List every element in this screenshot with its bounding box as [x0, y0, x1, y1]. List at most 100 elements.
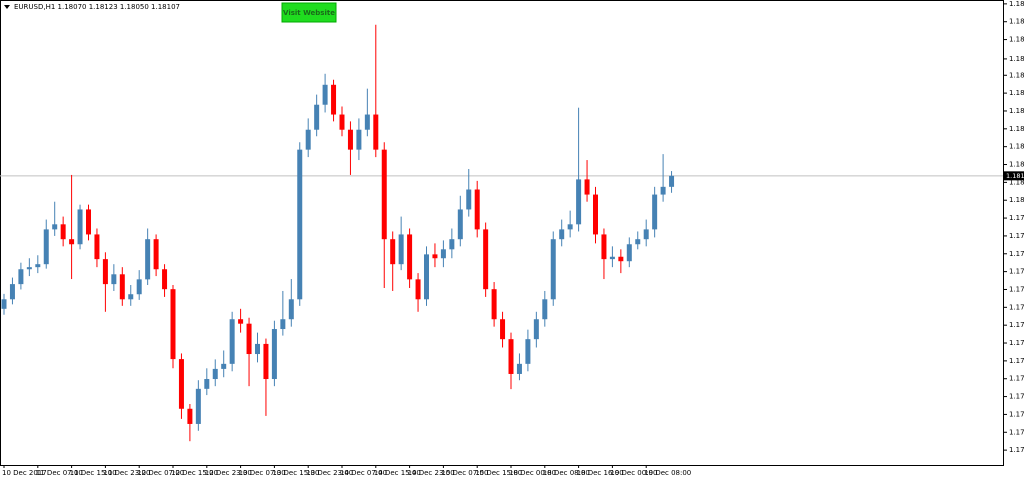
candle-body — [474, 189, 480, 230]
candle-body — [26, 267, 32, 270]
candle-body — [263, 343, 269, 380]
x-tick-label: 10 Dec 2017 — [2, 469, 47, 477]
y-tick-label: 1.18500 — [1009, 55, 1024, 63]
candle-body — [187, 408, 193, 424]
x-tick-label: 13 Dec 15:00 — [272, 469, 319, 477]
candle-body — [178, 359, 184, 409]
candle-body — [221, 363, 227, 369]
candle-body — [618, 256, 624, 262]
candle-body — [559, 229, 565, 240]
candle-body — [305, 129, 311, 150]
candle-body — [195, 388, 201, 424]
candle-body — [9, 284, 15, 300]
candle-body — [381, 149, 387, 240]
candle-body — [601, 234, 607, 260]
candle-body — [347, 129, 353, 150]
candle-body — [483, 229, 489, 290]
candle-body — [339, 114, 345, 130]
x-tick-label: 14 Dec 07:00 — [340, 469, 387, 477]
candle-body — [119, 274, 125, 300]
y-tick-label: 1.18325 — [1009, 107, 1024, 115]
current-price-box — [1004, 171, 1024, 181]
y-tick-label: 1.18625 — [1009, 18, 1024, 26]
candle-body — [102, 259, 108, 285]
y-tick-label: 1.17245 — [1009, 428, 1024, 436]
x-tick-label: 14 Dec 23:00 — [408, 469, 455, 477]
candle-body — [52, 224, 58, 230]
candle-body — [542, 299, 548, 320]
candle-body — [128, 294, 134, 300]
y-tick-label: 1.17185 — [1009, 446, 1024, 454]
x-tick-label: 11 Dec 15:00 — [70, 469, 117, 477]
plot-frame — [0, 0, 1004, 466]
x-tick-label: 19 Dec 00:00 — [610, 469, 657, 477]
y-tick-label: 1.18205 — [1009, 143, 1024, 151]
x-tick-label: 18 Dec 16:00 — [577, 469, 624, 477]
menu-arrow — [4, 5, 10, 9]
x-tick-label: 12 Dec 07:00 — [137, 469, 184, 477]
x-tick-label: 13 Dec 07:00 — [239, 469, 286, 477]
candle-body — [373, 114, 379, 150]
candle-body — [652, 194, 658, 230]
y-tick-label: 1.17785 — [1009, 268, 1024, 276]
candle-body — [516, 363, 522, 374]
candle-body — [35, 264, 41, 268]
y-tick-label: 1.18085 — [1009, 178, 1024, 186]
y-tick-label: 1.18685 — [1009, 0, 1024, 8]
y-tick-label: 1.17965 — [1009, 214, 1024, 222]
y-tick-label: 1.17305 — [1009, 410, 1024, 418]
candle-body — [584, 179, 590, 195]
x-tick-label: 12 Dec 23:00 — [205, 469, 252, 477]
candle-body — [576, 179, 582, 225]
candle-body — [238, 319, 244, 324]
candle-body — [415, 279, 421, 300]
candle-body — [77, 209, 83, 245]
candle-body — [136, 279, 142, 295]
candle-body — [660, 186, 666, 195]
candle-body — [398, 234, 404, 265]
candle-body — [550, 239, 556, 300]
candle-body — [364, 114, 370, 130]
x-tick-label: 12 Dec 15:00 — [171, 469, 218, 477]
candle-body — [1, 299, 7, 309]
candle-body — [356, 129, 362, 150]
visit-button[interactable] — [281, 2, 337, 23]
candle-body — [145, 239, 151, 280]
candle-body — [508, 339, 514, 374]
candle-body — [246, 323, 252, 355]
candle-body — [533, 319, 539, 340]
visit-button-label[interactable]: Visit Website — [283, 9, 335, 17]
candle-body — [432, 254, 438, 259]
x-tick-label: 19 Dec 08:00 — [644, 469, 691, 477]
y-tick-label: 1.18145 — [1009, 161, 1024, 169]
candle-body — [457, 209, 463, 240]
x-tick-label: 11 Dec 23:00 — [103, 469, 150, 477]
current-price-label: 1.18107 — [1006, 172, 1024, 180]
x-tick-label: 13 Dec 23:00 — [306, 469, 353, 477]
candle-body — [170, 289, 176, 360]
candle-body — [86, 209, 91, 235]
candle-body — [322, 84, 328, 105]
y-tick-label: 1.17365 — [1009, 393, 1024, 401]
candle-body — [635, 239, 641, 245]
x-tick-label: 18 Dec 00:00 — [509, 469, 556, 477]
y-tick-label: 1.17725 — [1009, 285, 1024, 293]
x-tick-label: 18 Dec 08:00 — [543, 469, 590, 477]
candle-body — [18, 269, 24, 285]
candle-body — [204, 379, 210, 389]
x-tick-label: 15 Dec 15:00 — [475, 469, 522, 477]
y-tick-label: 1.18385 — [1009, 89, 1024, 97]
candle-body — [593, 194, 598, 235]
candle-body — [229, 319, 235, 364]
candle-body — [500, 319, 506, 340]
y-tick-label: 1.18265 — [1009, 125, 1024, 133]
candle-body — [111, 274, 117, 285]
x-tick-label: 11 Dec 07:00 — [36, 469, 83, 477]
y-tick-label: 1.18445 — [1009, 71, 1024, 79]
candle-body — [390, 239, 396, 265]
candle-body — [314, 104, 320, 130]
candle-body — [94, 234, 100, 260]
candle-body — [162, 269, 168, 290]
candle-body — [153, 239, 159, 270]
